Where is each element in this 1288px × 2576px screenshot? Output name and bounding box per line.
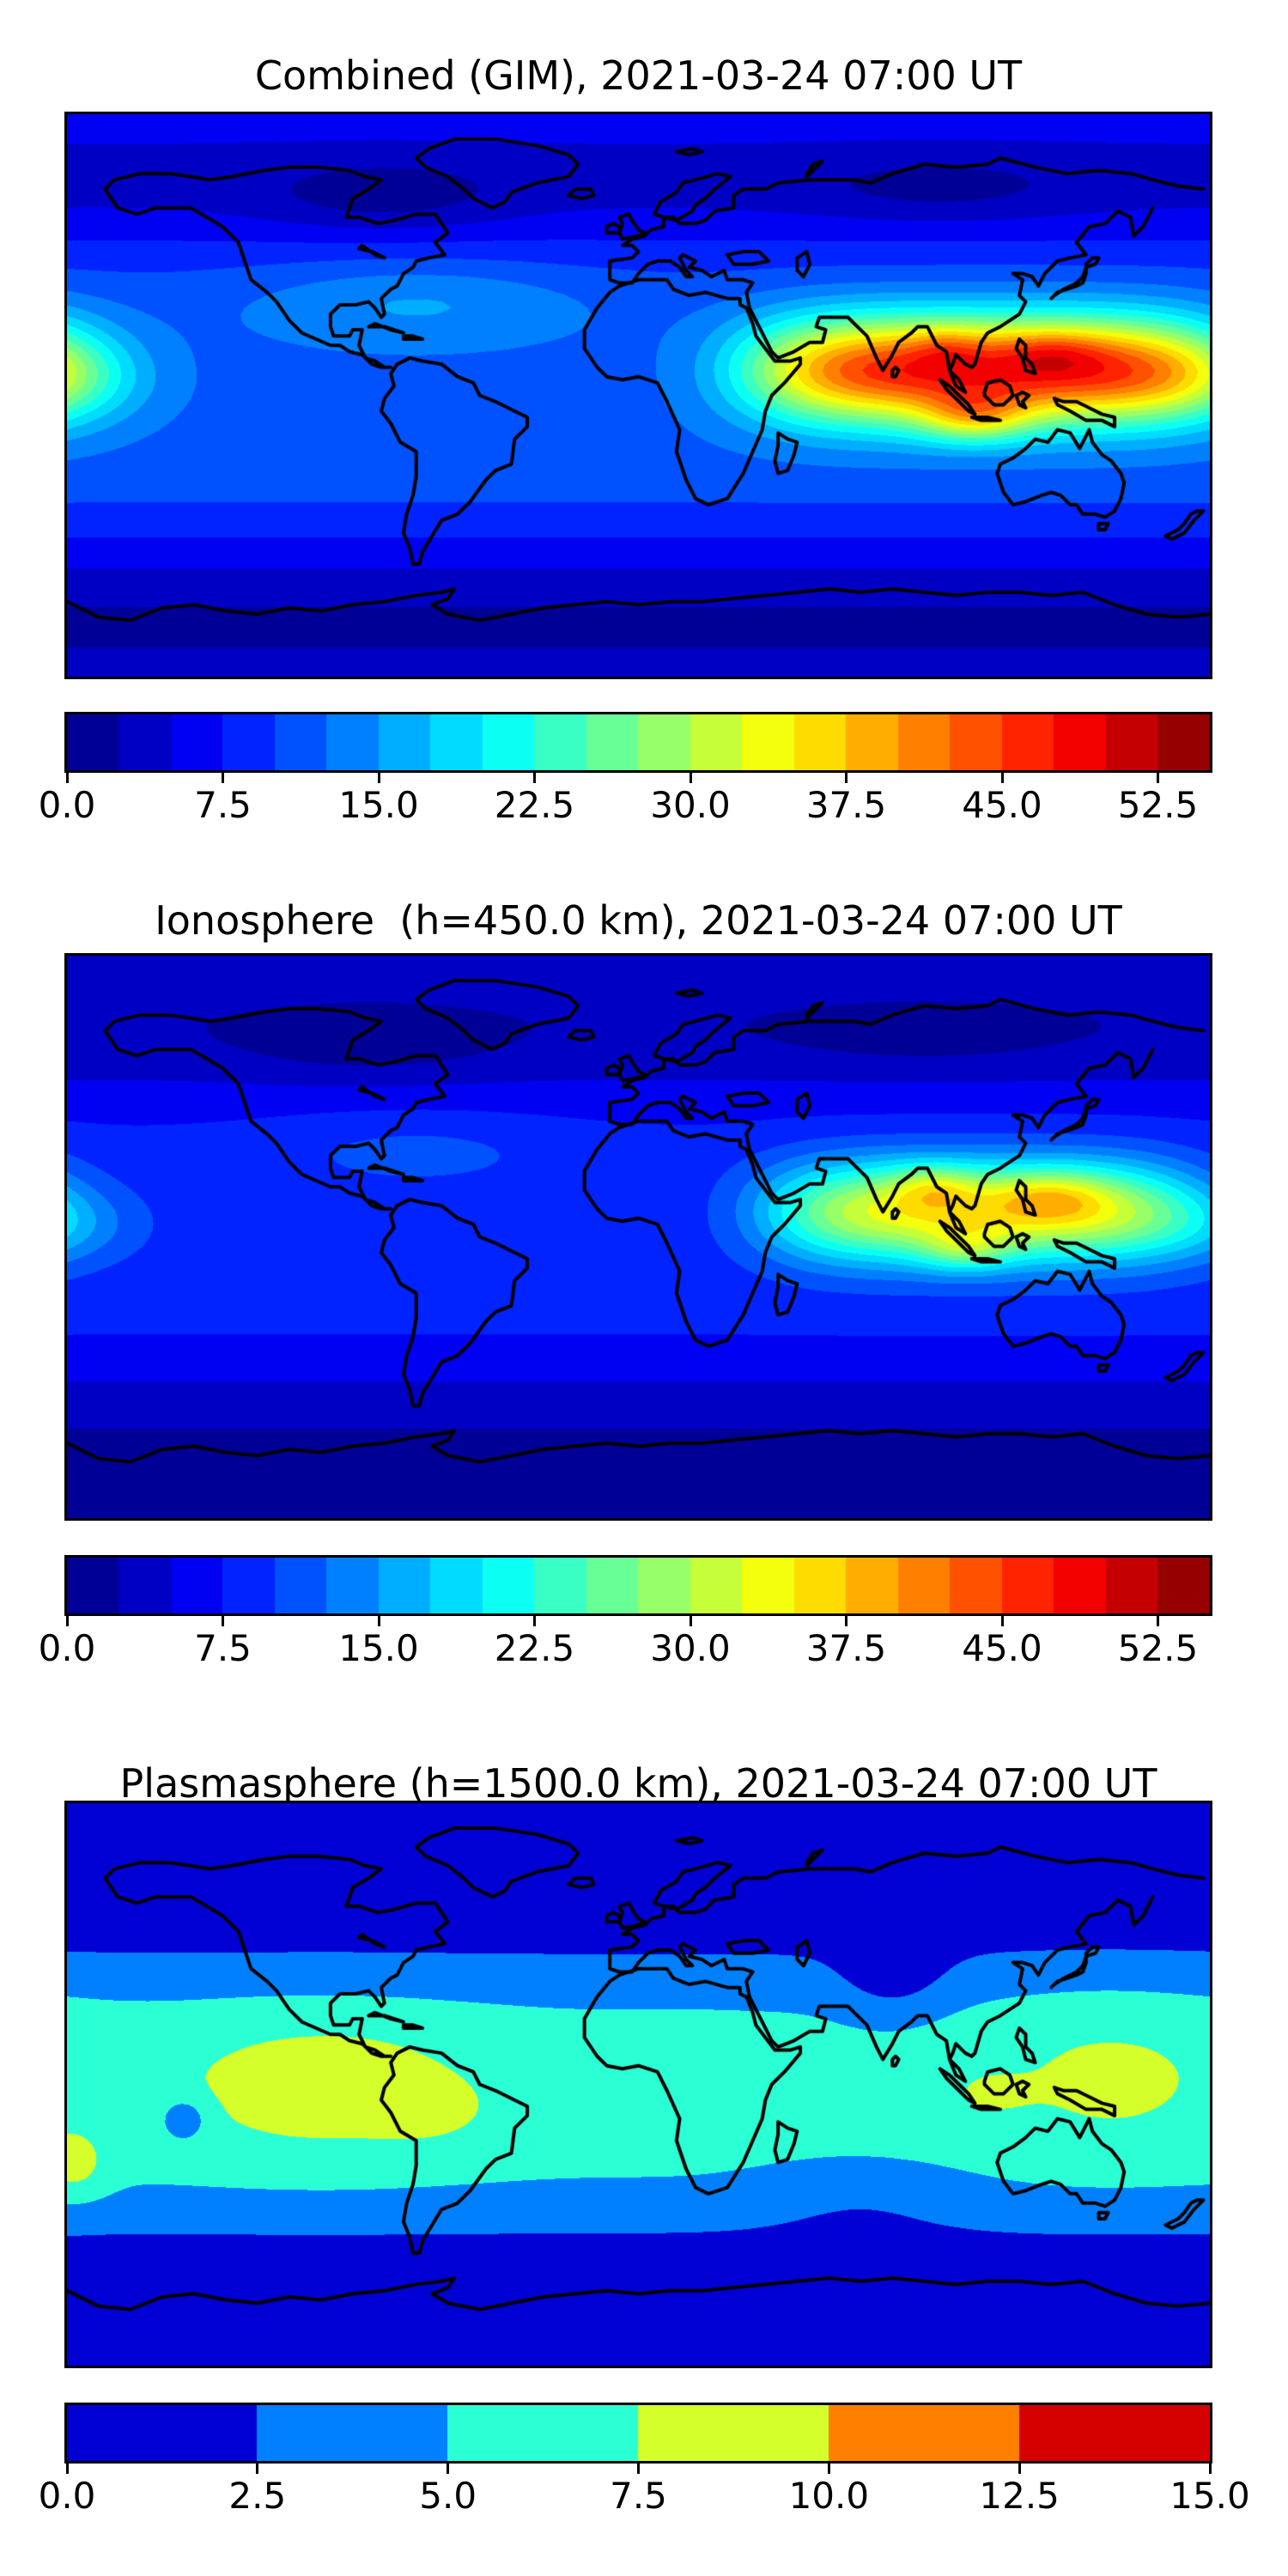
colorbar-canvas-combined xyxy=(67,714,1210,770)
colorbar-tick-mark xyxy=(533,1613,536,1626)
colorbar-tick-label: 2.5 xyxy=(228,2475,287,2517)
colorbar-tick-mark xyxy=(1157,1613,1159,1626)
colorbar-tick-label: 7.5 xyxy=(194,1627,252,1669)
colorbar-tick-mark xyxy=(1000,770,1004,783)
colorbar-tick-mark xyxy=(845,1613,848,1626)
colorbar-tick-label: 15.0 xyxy=(338,784,419,826)
colorbar-frame-plasmasphere xyxy=(64,2403,1212,2464)
colorbar-tick-label: 30.0 xyxy=(650,784,731,826)
world-map-canvas-combined xyxy=(67,114,1210,677)
colorbar-tick-mark xyxy=(533,770,536,783)
colorbar-frame-ionosphere xyxy=(64,1555,1212,1616)
map-frame-combined xyxy=(64,112,1212,679)
colorbar-tick-mark xyxy=(256,2461,259,2474)
colorbar-tick-label: 10.0 xyxy=(788,2475,870,2517)
colorbar-tick-label: 30.0 xyxy=(650,1627,731,1669)
colorbar-tick-mark xyxy=(827,2461,830,2474)
colorbar-tick-label: 0.0 xyxy=(38,1627,96,1669)
colorbar-tick-label: 52.5 xyxy=(1117,1627,1199,1669)
colorbar-tick-label: 0.0 xyxy=(38,784,96,826)
map-frame-ionosphere xyxy=(64,953,1212,1521)
colorbar-tick-mark xyxy=(689,770,692,783)
colorbar-tick-mark xyxy=(65,2461,69,2474)
colorbar-canvas-plasmasphere xyxy=(67,2405,1210,2461)
colorbar-tick-label: 45.0 xyxy=(962,1627,1042,1669)
colorbar-tick-mark xyxy=(689,1613,692,1626)
colorbar-tick-mark xyxy=(377,770,380,783)
colorbar-tick-label: 0.0 xyxy=(38,2475,96,2517)
map-frame-plasmasphere xyxy=(64,1801,1212,2368)
colorbar-tick-mark xyxy=(1000,1613,1004,1626)
world-map-canvas-ionosphere xyxy=(67,956,1210,1518)
colorbar-tick-mark xyxy=(447,2461,450,2474)
colorbar-tick-label: 12.5 xyxy=(979,2475,1060,2517)
colorbar-canvas-ionosphere xyxy=(67,1558,1210,1613)
colorbar-frame-combined xyxy=(64,712,1212,773)
colorbar-tick-label: 7.5 xyxy=(194,784,252,826)
panel-title-ionosphere: Ionosphere (h=450.0 km), 2021-03-24 07:0… xyxy=(155,897,1122,944)
world-map-canvas-plasmasphere xyxy=(67,1803,1210,2366)
colorbar-tick-mark xyxy=(377,1613,380,1626)
colorbar-tick-mark xyxy=(222,1613,224,1626)
colorbar-tick-mark xyxy=(222,770,224,783)
colorbar-tick-mark xyxy=(845,770,848,783)
colorbar-tick-label: 22.5 xyxy=(494,1627,575,1669)
colorbar-tick-label: 5.0 xyxy=(419,2475,477,2517)
colorbar-tick-mark xyxy=(65,1613,69,1626)
colorbar-tick-mark xyxy=(1157,770,1159,783)
colorbar-tick-label: 15.0 xyxy=(338,1627,419,1669)
panel-title-combined: Combined (GIM), 2021-03-24 07:00 UT xyxy=(254,52,1023,99)
colorbar-tick-label: 37.5 xyxy=(805,784,887,826)
panel-title-plasmasphere: Plasmasphere (h=1500.0 km), 2021-03-24 0… xyxy=(119,1760,1157,1807)
colorbar-tick-label: 52.5 xyxy=(1117,784,1199,826)
colorbar-tick-label: 15.0 xyxy=(1170,2475,1250,2517)
colorbar-tick-mark xyxy=(1208,2461,1212,2474)
colorbar-tick-label: 45.0 xyxy=(962,784,1042,826)
colorbar-tick-mark xyxy=(65,770,69,783)
colorbar-tick-label: 22.5 xyxy=(494,784,575,826)
colorbar-tick-label: 37.5 xyxy=(805,1627,887,1669)
colorbar-tick-mark xyxy=(637,2461,640,2474)
colorbar-tick-mark xyxy=(1018,2461,1021,2474)
colorbar-tick-label: 7.5 xyxy=(610,2475,667,2517)
